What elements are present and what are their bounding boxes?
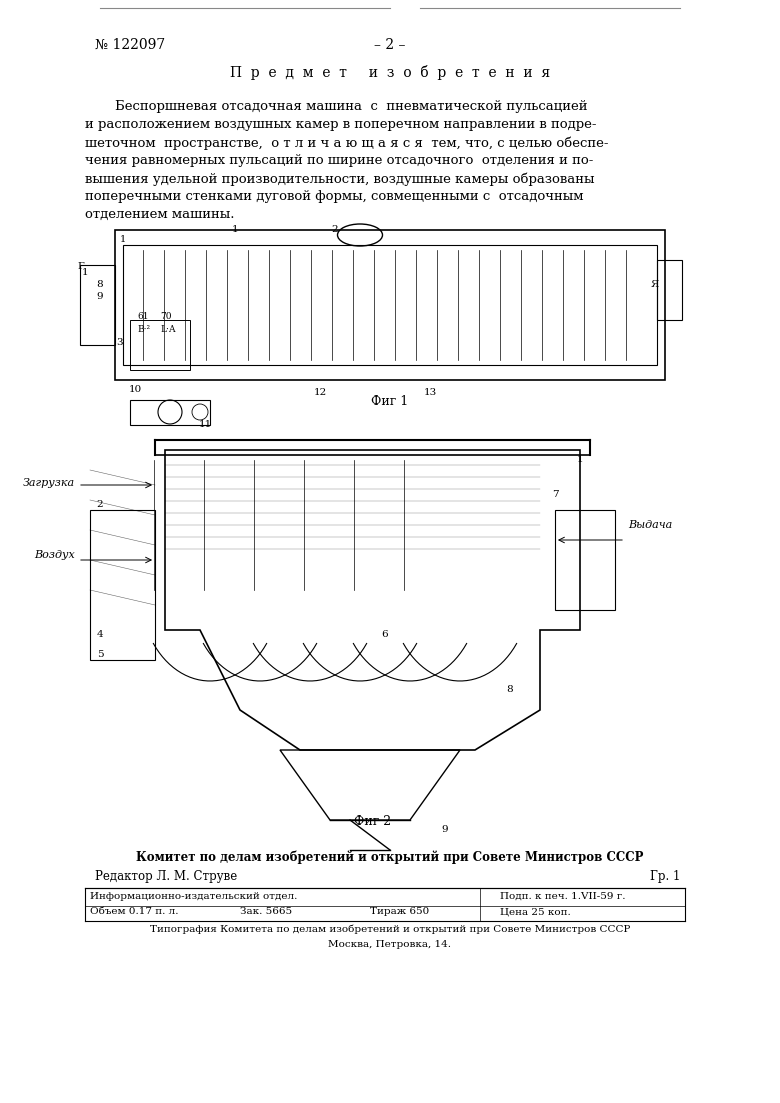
Text: 11: 11 <box>198 420 211 429</box>
Text: 9: 9 <box>441 825 448 834</box>
Text: Объем 0.17 п. л.: Объем 0.17 п. л. <box>90 907 179 915</box>
Text: 1: 1 <box>120 235 126 244</box>
Text: Комитет по делам изобретений и открытий при Совете Министров СССР: Комитет по делам изобретений и открытий … <box>136 850 644 864</box>
Text: 1: 1 <box>82 268 88 277</box>
Text: 70: 70 <box>160 312 172 321</box>
Text: Типография Комитета по делам изобретений и открытий при Совете Министров СССР: Типография Комитета по делам изобретений… <box>150 925 630 934</box>
Text: 6: 6 <box>381 630 388 639</box>
Text: Зак. 5665: Зак. 5665 <box>240 907 292 915</box>
Text: Фиг 2: Фиг 2 <box>354 815 391 828</box>
Text: 8: 8 <box>507 685 513 694</box>
Bar <box>80 265 115 345</box>
Text: Цена 25 коп.: Цена 25 коп. <box>500 907 571 915</box>
Text: № 122097: № 122097 <box>95 38 165 52</box>
Bar <box>657 260 682 320</box>
Text: Фиг 1: Фиг 1 <box>371 395 409 408</box>
Text: вышения удельной производительности, воздушные камеры образованы: вышения удельной производительности, воз… <box>85 172 594 185</box>
Text: 61: 61 <box>137 312 148 321</box>
Text: 2: 2 <box>332 225 339 234</box>
Text: 8: 8 <box>97 280 103 289</box>
Text: Г: Г <box>77 263 83 271</box>
Text: Загрузка: Загрузка <box>23 478 75 488</box>
Text: отделением машины.: отделением машины. <box>85 208 235 221</box>
Text: Я: Я <box>651 280 659 289</box>
Bar <box>130 400 210 425</box>
Text: 2: 2 <box>97 500 103 508</box>
Text: 9: 9 <box>97 292 103 301</box>
Text: 5: 5 <box>97 650 103 658</box>
Text: Гр. 1: Гр. 1 <box>650 870 680 884</box>
Text: 13: 13 <box>424 388 437 397</box>
Bar <box>130 320 190 370</box>
Text: 4: 4 <box>97 630 103 639</box>
Text: шеточном  пространстве,  о т л и ч а ю щ а я с я  тем, что, с целью обеспе-: шеточном пространстве, о т л и ч а ю щ а… <box>85 136 608 150</box>
Text: В·²: В·² <box>137 325 150 334</box>
Bar <box>123 245 657 365</box>
Text: 7: 7 <box>551 490 558 499</box>
Text: Подп. к печ. 1.VII-59 г.: Подп. к печ. 1.VII-59 г. <box>500 892 626 901</box>
Text: Беспоршневая отсадочная машина  с  пневматической пульсацией: Беспоршневая отсадочная машина с пневмат… <box>115 100 587 113</box>
Text: поперечными стенками дуговой формы, совмещенными с  отсадочным: поперечными стенками дуговой формы, совм… <box>85 190 583 203</box>
Bar <box>115 231 665 381</box>
Text: 1: 1 <box>232 225 239 234</box>
Text: – 2 –: – 2 – <box>374 38 406 52</box>
Text: 3: 3 <box>117 338 123 347</box>
Text: 10: 10 <box>129 385 142 394</box>
Bar <box>90 510 155 660</box>
Bar <box>555 510 615 610</box>
Text: Москва, Петровка, 14.: Москва, Петровка, 14. <box>328 940 452 949</box>
Text: 12: 12 <box>314 388 327 397</box>
Text: Информационно-издательский отдел.: Информационно-издательский отдел. <box>90 892 297 901</box>
Text: П  р  е  д  м  е  т     и  з  о  б  р  е  т  е  н  и  я: П р е д м е т и з о б р е т е н и я <box>230 65 550 81</box>
Text: Редактор Л. М. Струве: Редактор Л. М. Струве <box>95 870 237 884</box>
Text: Выдача: Выдача <box>628 520 672 531</box>
Text: L·А: L·А <box>160 325 176 334</box>
Text: чения равномерных пульсаций по ширине отсадочного  отделения и по-: чения равномерных пульсаций по ширине от… <box>85 154 594 167</box>
Text: 1: 1 <box>576 456 583 464</box>
Text: и расположением воздушных камер в поперечном направлении в подре-: и расположением воздушных камер в попере… <box>85 118 597 131</box>
Text: Тираж 650: Тираж 650 <box>370 907 429 915</box>
Text: Воздух: Воздух <box>34 550 75 560</box>
